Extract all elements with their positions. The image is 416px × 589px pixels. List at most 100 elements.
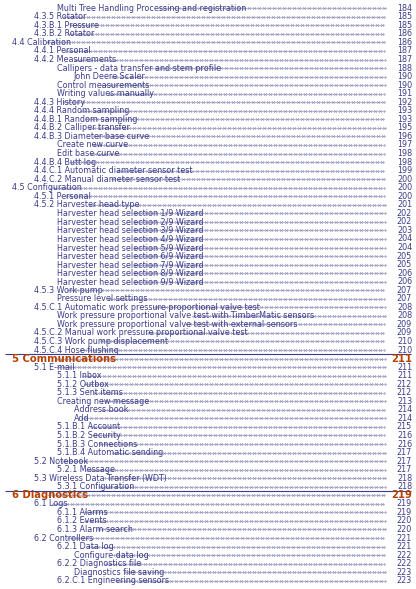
Text: Pressure level settings: Pressure level settings xyxy=(57,294,148,303)
Text: 213: 213 xyxy=(397,397,412,406)
Text: Harvester head selection 2/9 Wizard: Harvester head selection 2/9 Wizard xyxy=(57,217,203,226)
Text: 4.5.2 Harvester head type: 4.5.2 Harvester head type xyxy=(34,200,140,209)
Text: 5.1 E-mail: 5.1 E-mail xyxy=(34,363,74,372)
Text: 4.4.B.1 Random sampling: 4.4.B.1 Random sampling xyxy=(34,115,138,124)
Text: 215: 215 xyxy=(397,422,412,431)
Text: 188: 188 xyxy=(397,64,412,72)
Text: 5.2.1 Message: 5.2.1 Message xyxy=(57,465,115,474)
Text: 218: 218 xyxy=(397,474,412,483)
Text: 4.4.1 Personal: 4.4.1 Personal xyxy=(34,47,91,55)
Text: 219: 219 xyxy=(391,490,412,500)
Text: 4.5.1 Personal: 4.5.1 Personal xyxy=(34,192,91,201)
Text: 6.1.3 Alarm search: 6.1.3 Alarm search xyxy=(57,525,133,534)
Text: 205: 205 xyxy=(397,252,412,260)
Text: 4.4.B.4 Butt log: 4.4.B.4 Butt log xyxy=(34,158,96,167)
Text: 186: 186 xyxy=(397,38,412,47)
Text: 5.1.1 Inbox: 5.1.1 Inbox xyxy=(57,371,102,380)
Text: Harvester head selection 6/9 Wizard: Harvester head selection 6/9 Wizard xyxy=(57,252,203,260)
Text: 200: 200 xyxy=(397,175,412,184)
Text: Add: Add xyxy=(74,414,89,423)
Text: 193: 193 xyxy=(397,106,412,115)
Text: 4.5.C.4 Hose flushing: 4.5.C.4 Hose flushing xyxy=(34,346,119,355)
Text: 5.1.B.1 Account: 5.1.B.1 Account xyxy=(57,422,120,431)
Text: 5.3.1 Configuration: 5.3.1 Configuration xyxy=(57,482,134,491)
Text: 218: 218 xyxy=(397,482,412,491)
Text: 5.2 Notebook: 5.2 Notebook xyxy=(34,456,88,466)
Text: Diagnostics file saving: Diagnostics file saving xyxy=(74,568,164,577)
Text: 186: 186 xyxy=(397,29,412,38)
Text: 207: 207 xyxy=(397,294,412,303)
Text: 216: 216 xyxy=(397,431,412,440)
Text: 211: 211 xyxy=(391,353,412,363)
Text: 4.5.C.2 Manual work pressure proportional valve test: 4.5.C.2 Manual work pressure proportiona… xyxy=(34,329,248,337)
Text: 220: 220 xyxy=(397,525,412,534)
Text: 4.5.C.1 Automatic work pressure proportional valve test: 4.5.C.1 Automatic work pressure proporti… xyxy=(34,303,260,312)
Text: Edit base curve: Edit base curve xyxy=(57,149,119,158)
Text: 212: 212 xyxy=(397,380,412,389)
Text: 222: 222 xyxy=(396,559,412,568)
Text: 4.5 Configuration: 4.5 Configuration xyxy=(12,183,82,192)
Text: 193: 193 xyxy=(397,115,412,124)
Text: 211: 211 xyxy=(397,363,412,372)
Text: 217: 217 xyxy=(397,465,412,474)
Text: 210: 210 xyxy=(397,337,412,346)
Text: 6.2 Controllers: 6.2 Controllers xyxy=(34,534,93,542)
Text: 214: 214 xyxy=(397,405,412,414)
Text: 6 Diagnostics: 6 Diagnostics xyxy=(12,490,89,500)
Text: 207: 207 xyxy=(397,286,412,294)
Text: 5.1.2 Outbox: 5.1.2 Outbox xyxy=(57,380,109,389)
Text: 223: 223 xyxy=(397,568,412,577)
Text: 198: 198 xyxy=(397,158,412,167)
Text: 204: 204 xyxy=(397,243,412,252)
Text: 4.4.B.2 Calliper transfer: 4.4.B.2 Calliper transfer xyxy=(34,123,130,133)
Text: Harvester head selection 5/9 Wizard: Harvester head selection 5/9 Wizard xyxy=(57,243,203,252)
Text: 4.4.B.3 Diameter base curve: 4.4.B.3 Diameter base curve xyxy=(34,132,149,141)
Text: 201: 201 xyxy=(397,200,412,209)
Text: 206: 206 xyxy=(397,277,412,286)
Text: 6.1 Logs: 6.1 Logs xyxy=(34,499,68,508)
Text: 202: 202 xyxy=(397,209,412,218)
Text: 199: 199 xyxy=(397,166,412,175)
Text: 5.1.B.4 Automatic sending: 5.1.B.4 Automatic sending xyxy=(57,448,163,457)
Text: 205: 205 xyxy=(397,260,412,269)
Text: 219: 219 xyxy=(397,508,412,517)
Text: Writing values manually: Writing values manually xyxy=(57,89,154,98)
Text: 185: 185 xyxy=(397,12,412,21)
Text: 5.3 Wireless Data Transfer (WDT): 5.3 Wireless Data Transfer (WDT) xyxy=(34,474,167,483)
Text: Control measurements: Control measurements xyxy=(57,81,149,90)
Text: 195: 195 xyxy=(397,123,412,133)
Text: 211: 211 xyxy=(397,371,412,380)
Text: 6.1.2 Events: 6.1.2 Events xyxy=(57,517,106,525)
Text: 4.5.C.3 Work pump displacement: 4.5.C.3 Work pump displacement xyxy=(34,337,168,346)
Text: 190: 190 xyxy=(397,72,412,81)
Text: 217: 217 xyxy=(397,456,412,466)
Text: 4.4.3 History: 4.4.3 History xyxy=(34,98,85,107)
Text: Creating new message: Creating new message xyxy=(57,397,149,406)
Text: 4.3.B.1 Pressure: 4.3.B.1 Pressure xyxy=(34,21,99,30)
Text: 187: 187 xyxy=(397,55,412,64)
Text: 198: 198 xyxy=(397,149,412,158)
Text: 4.4.C.2 Manual diameter sensor test: 4.4.C.2 Manual diameter sensor test xyxy=(34,175,181,184)
Text: Harvester head selection 4/9 Wizard: Harvester head selection 4/9 Wizard xyxy=(57,234,203,243)
Text: 220: 220 xyxy=(397,517,412,525)
Text: 200: 200 xyxy=(397,192,412,201)
Text: 217: 217 xyxy=(397,448,412,457)
Text: 4.3.5 Rotator: 4.3.5 Rotator xyxy=(34,12,87,21)
Text: 4.4 Calibration: 4.4 Calibration xyxy=(12,38,72,47)
Text: 222: 222 xyxy=(396,551,412,560)
Text: 212: 212 xyxy=(397,388,412,397)
Text: 200: 200 xyxy=(397,183,412,192)
Text: Multi Tree Handling Processing and registration: Multi Tree Handling Processing and regis… xyxy=(57,4,246,13)
Text: 6.2.2 Diagnostics file: 6.2.2 Diagnostics file xyxy=(57,559,141,568)
Text: 6.2.C.1 Engineering sensors: 6.2.C.1 Engineering sensors xyxy=(57,576,169,585)
Text: 196: 196 xyxy=(397,132,412,141)
Text: 223: 223 xyxy=(397,576,412,585)
Text: 206: 206 xyxy=(397,269,412,277)
Text: 190: 190 xyxy=(397,81,412,90)
Text: Harvester head selection 9/9 Wizard: Harvester head selection 9/9 Wizard xyxy=(57,277,203,286)
Text: 214: 214 xyxy=(397,414,412,423)
Text: 202: 202 xyxy=(397,217,412,226)
Text: 221: 221 xyxy=(397,542,412,551)
Text: Configure data log: Configure data log xyxy=(74,551,149,560)
Text: John Deere Scaler: John Deere Scaler xyxy=(74,72,146,81)
